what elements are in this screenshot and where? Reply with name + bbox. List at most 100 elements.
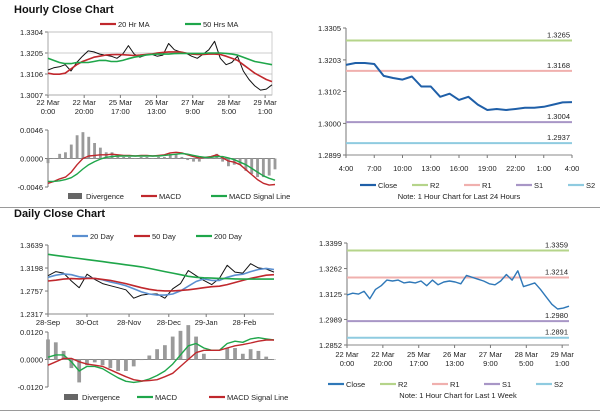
x-tick-label: 25 Mar (407, 350, 431, 359)
daily-price-legend: 20 Day 50 Day 200 Day (72, 232, 242, 241)
hourly-macd-chart: 0.0046 0.0000 -0.0046 Divergence MACD MACD Si… (18, 126, 291, 201)
series-line-macd (47, 337, 275, 384)
x-tick-label: 30-Oct (76, 318, 99, 327)
y-tick-label: -0.0120 (18, 383, 43, 392)
y-tick-label: 0.0000 (20, 356, 43, 365)
series-line-20-hr-ma (47, 51, 273, 83)
y-tick-label: 1.3639 (20, 241, 43, 250)
legend-swatch (64, 394, 78, 400)
series-line-macd-signal-line (47, 339, 274, 382)
series-line-50-day (47, 273, 275, 292)
divergence-bar (227, 158, 230, 167)
divergence-bar (92, 359, 97, 363)
divergence-bar (186, 325, 191, 360)
divergence-bar (170, 336, 175, 360)
x-tick-label: 22 Mar (36, 98, 60, 107)
legend-label: 50 Hrs MA (203, 20, 238, 29)
daily-chart-title: Daily Close Chart (14, 208, 106, 220)
divergence-bar (155, 349, 159, 360)
divergence-bar (248, 349, 253, 360)
y-tick-label: 1.3205 (20, 49, 43, 58)
series-line-close (47, 263, 275, 299)
series-line-200-day (47, 253, 274, 280)
divergence-bar (174, 153, 178, 159)
y-tick-label: 0.0000 (20, 155, 43, 164)
level-value-label: 1.3265 (547, 31, 570, 40)
y-tick-label: 1.3203 (318, 56, 341, 65)
divergence-bar (250, 158, 254, 174)
y-tick-label: 1.3106 (20, 70, 43, 79)
divergence-bar (225, 348, 230, 360)
legend-label: 20 Day (90, 232, 114, 241)
divergence-bar (52, 158, 56, 159)
x-tick-label: 20:00 (373, 359, 392, 368)
x-tick-label: 28-Feb (233, 318, 257, 327)
plot-frame (47, 31, 273, 96)
x-tick-label: 17:00 (111, 107, 130, 116)
divergence-bar (69, 359, 74, 369)
x-tick-label: 10:00 (393, 164, 412, 173)
divergence-bar (147, 355, 152, 360)
legend-label: MACD (155, 393, 178, 402)
bottom-divider (0, 410, 600, 411)
level-value-label: 1.3359 (545, 240, 568, 249)
series-line-close (346, 270, 570, 310)
x-tick-label: 0:00 (41, 107, 56, 116)
legend-label: Divergence (86, 192, 124, 201)
divergence-bar (192, 158, 195, 162)
x-tick-label: 1:00 (258, 107, 273, 116)
level-value-label: 1.2891 (545, 328, 568, 337)
daily-macd-legend: Divergence MACD MACD Signal Line (64, 393, 288, 402)
level-value-label: 1.3004 (547, 112, 570, 121)
divergence-bar (93, 143, 96, 159)
x-tick-label: 22 Mar (73, 98, 97, 107)
x-tick-label: 19:00 (478, 164, 497, 173)
divergence-bar (128, 156, 131, 159)
legend-label: R1 (482, 181, 492, 190)
divergence-bar (256, 158, 259, 178)
hourly-levels-chart: 1.3305 1.3203 1.3102 1.3000 1.2899 4:00 7:00 10… (318, 24, 595, 201)
y-tick-label: 1.3399 (319, 239, 342, 248)
y-tick-label: 1.3102 (318, 88, 341, 97)
legend-label: MACD Signal Line (227, 393, 288, 402)
divergence-bar (273, 158, 277, 170)
x-tick-label: 0:00 (340, 359, 355, 368)
level-value-label: 1.3168 (547, 61, 570, 70)
x-tick-label: 25 Mar (109, 98, 133, 107)
divergence-bar (168, 153, 172, 159)
legend-label: S1 (534, 181, 543, 190)
divergence-bar (264, 356, 269, 360)
y-tick-label: 1.2852 (319, 341, 342, 350)
legend-label: MACD Signal Line (229, 192, 290, 201)
divergence-bar (272, 359, 276, 360)
level-value-label: 1.2937 (547, 133, 570, 142)
y-tick-label: 1.2989 (319, 315, 342, 324)
divergence-bar (131, 359, 136, 367)
legend-label: Close (346, 380, 365, 389)
divergence-bar (233, 348, 237, 360)
divergence-bar (203, 158, 207, 159)
divergence-bar (87, 136, 91, 159)
x-tick-label: 5:00 (222, 107, 237, 116)
divergence-bar (261, 158, 265, 178)
divergence-bar (116, 155, 120, 159)
divergence-bar (197, 158, 201, 162)
chart-note: Note: 1 Hour Chart for Last 1 Week (399, 391, 517, 400)
legend-label: R2 (430, 181, 440, 190)
y-tick-label: 1.3000 (318, 119, 341, 128)
x-tick-label: 27 Mar (479, 350, 503, 359)
legend-swatch (68, 193, 82, 199)
legend-label: R2 (398, 380, 408, 389)
divergence-bar (209, 359, 214, 360)
x-tick-label: 28-Sep (36, 318, 60, 327)
divergence-bar (116, 359, 121, 371)
legend-label: S1 (502, 380, 511, 389)
x-tick-label: 27 Mar (181, 98, 205, 107)
x-tick-label: 4:00 (565, 164, 580, 173)
x-tick-label: 16:00 (450, 164, 469, 173)
divergence-bar (256, 350, 261, 360)
x-tick-label: 28 Mar (515, 350, 539, 359)
divergence-bar (221, 158, 225, 162)
y-tick-label: 1.3305 (318, 24, 341, 33)
y-tick-label: 1.3304 (20, 28, 43, 37)
